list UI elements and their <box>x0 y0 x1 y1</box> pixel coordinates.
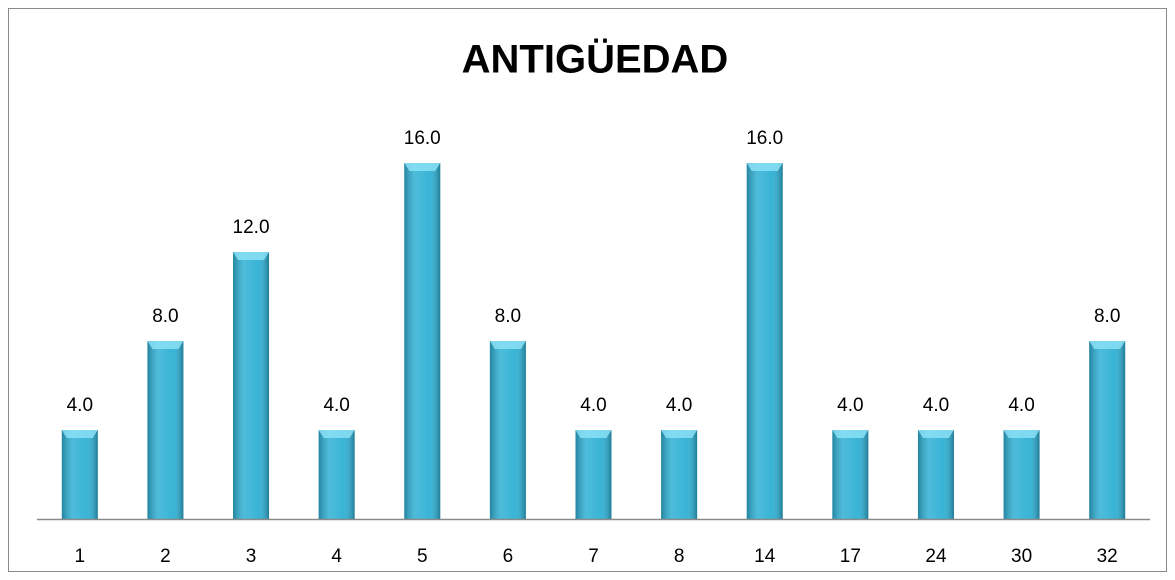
x-tick-label: 7 <box>588 546 599 567</box>
data-label: 8.0 <box>495 306 521 327</box>
bar-bevel <box>746 163 783 171</box>
data-label: 4.0 <box>1008 395 1034 416</box>
data-label: 4.0 <box>923 395 949 416</box>
data-label: 8.0 <box>1094 306 1120 327</box>
bar-shade <box>404 163 441 519</box>
data-label: 8.0 <box>152 306 178 327</box>
data-label: 4.0 <box>580 395 606 416</box>
x-tick-label: 14 <box>754 546 776 567</box>
bar-shade <box>746 163 783 519</box>
bar-bevel <box>1003 430 1040 438</box>
bar-shade <box>318 430 355 519</box>
bar-bevel <box>489 341 526 349</box>
data-label: 4.0 <box>67 395 93 416</box>
bar-bevel <box>318 430 355 438</box>
bar-shade <box>233 252 270 519</box>
bar-bevel <box>61 430 98 438</box>
bar-bevel <box>661 430 698 438</box>
bar-bevel <box>147 341 184 349</box>
bar-shade <box>1089 341 1126 519</box>
bar-shade <box>1003 430 1040 519</box>
bar-bevel <box>404 163 441 171</box>
data-label: 4.0 <box>323 395 349 416</box>
chart-title: ANTIGÜEDAD <box>462 37 729 82</box>
x-tick-label: 8 <box>674 546 685 567</box>
bar-shade <box>917 430 954 519</box>
data-label: 4.0 <box>666 395 692 416</box>
data-label: 16.0 <box>746 128 783 149</box>
x-tick-label: 5 <box>417 546 428 567</box>
x-tick-label: 6 <box>503 546 514 567</box>
x-tick-label: 3 <box>246 546 257 567</box>
bar-shade <box>61 430 98 519</box>
data-label: 4.0 <box>837 395 863 416</box>
bar-bevel <box>1089 341 1126 349</box>
x-tick-label: 32 <box>1097 546 1118 567</box>
bar-shade <box>661 430 698 519</box>
x-tick-label: 17 <box>840 546 861 567</box>
x-tick-label: 4 <box>331 546 342 567</box>
x-tick-label: 24 <box>925 546 947 567</box>
bar-shade <box>832 430 869 519</box>
data-label: 12.0 <box>233 217 270 238</box>
x-tick-label: 1 <box>75 546 86 567</box>
bar-shade <box>575 430 612 519</box>
data-label: 16.0 <box>404 128 441 149</box>
bar-bevel <box>917 430 954 438</box>
bar-shade <box>147 341 184 519</box>
x-tick-label: 30 <box>1011 546 1032 567</box>
bar-shade <box>489 341 526 519</box>
bar-bevel <box>832 430 869 438</box>
bar-bevel <box>233 252 270 260</box>
bar-bevel <box>575 430 612 438</box>
x-tick-label: 2 <box>160 546 171 567</box>
